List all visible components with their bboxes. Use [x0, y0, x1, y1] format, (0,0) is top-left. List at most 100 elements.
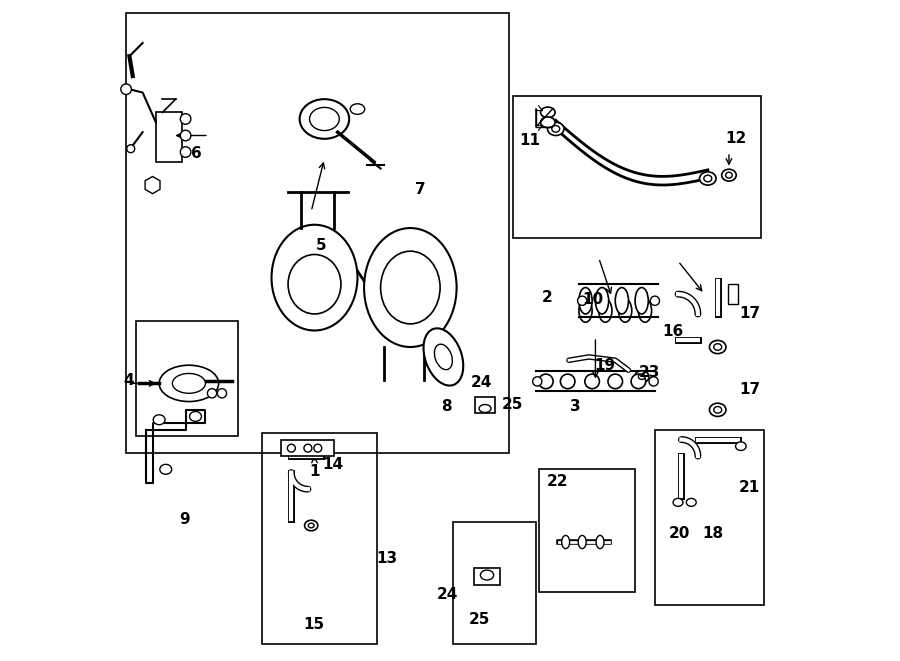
Ellipse shape: [725, 173, 733, 178]
Ellipse shape: [699, 172, 716, 185]
Text: 13: 13: [376, 551, 397, 566]
Ellipse shape: [272, 225, 357, 330]
Circle shape: [121, 84, 131, 95]
Ellipse shape: [631, 374, 645, 389]
Text: 17: 17: [739, 383, 760, 397]
Text: 11: 11: [519, 134, 540, 148]
Ellipse shape: [350, 104, 365, 114]
Circle shape: [287, 444, 295, 452]
Bar: [136, 321, 239, 436]
Text: 9: 9: [179, 512, 190, 527]
Ellipse shape: [714, 344, 722, 350]
Ellipse shape: [722, 169, 736, 181]
Text: 12: 12: [724, 132, 746, 146]
Text: 7: 7: [415, 182, 426, 197]
Ellipse shape: [160, 464, 172, 475]
Ellipse shape: [618, 299, 632, 322]
Bar: [126, 13, 509, 453]
Ellipse shape: [153, 415, 165, 425]
Text: 19: 19: [595, 358, 616, 373]
Ellipse shape: [288, 254, 341, 314]
Circle shape: [649, 377, 658, 386]
Circle shape: [180, 147, 191, 157]
Text: 24: 24: [437, 588, 459, 602]
Ellipse shape: [638, 299, 652, 322]
Circle shape: [651, 296, 660, 305]
Ellipse shape: [479, 405, 491, 412]
Circle shape: [304, 444, 312, 452]
Text: 24: 24: [471, 375, 491, 389]
Ellipse shape: [173, 373, 205, 393]
Text: 20: 20: [669, 526, 690, 541]
Ellipse shape: [709, 403, 726, 416]
Ellipse shape: [673, 498, 683, 506]
Bar: [513, 96, 760, 238]
Ellipse shape: [596, 288, 608, 314]
Text: 25: 25: [469, 612, 490, 627]
Bar: [473, 568, 500, 585]
Ellipse shape: [310, 107, 339, 131]
Ellipse shape: [616, 288, 628, 314]
Ellipse shape: [381, 251, 440, 324]
Text: 18: 18: [703, 526, 724, 541]
Ellipse shape: [424, 329, 464, 385]
Ellipse shape: [552, 126, 560, 132]
Text: 3: 3: [571, 399, 580, 414]
Bar: [655, 430, 764, 605]
Ellipse shape: [579, 299, 592, 322]
Ellipse shape: [541, 117, 555, 128]
Text: 4: 4: [123, 373, 134, 387]
Ellipse shape: [435, 344, 453, 369]
Ellipse shape: [735, 442, 746, 451]
Ellipse shape: [159, 365, 219, 401]
Ellipse shape: [687, 498, 697, 506]
Circle shape: [314, 444, 322, 452]
Circle shape: [533, 377, 542, 386]
Ellipse shape: [709, 340, 726, 354]
Circle shape: [207, 389, 217, 398]
Ellipse shape: [578, 535, 586, 549]
Ellipse shape: [596, 535, 604, 549]
Ellipse shape: [714, 407, 722, 413]
Ellipse shape: [598, 299, 612, 322]
Text: 23: 23: [639, 365, 661, 380]
Ellipse shape: [638, 374, 645, 379]
Ellipse shape: [635, 288, 648, 314]
Ellipse shape: [300, 99, 349, 139]
Ellipse shape: [704, 175, 712, 182]
Circle shape: [127, 145, 135, 153]
Bar: [539, 469, 635, 592]
Text: 8: 8: [441, 399, 452, 414]
Text: 1: 1: [310, 464, 320, 479]
Bar: [727, 284, 737, 304]
Text: 5: 5: [316, 238, 327, 253]
Bar: [282, 440, 334, 456]
Bar: [454, 522, 536, 644]
Text: 2: 2: [542, 290, 553, 305]
Circle shape: [217, 389, 227, 398]
Ellipse shape: [304, 520, 318, 531]
Circle shape: [180, 114, 191, 124]
Ellipse shape: [585, 374, 599, 389]
Bar: [475, 397, 495, 413]
Ellipse shape: [308, 524, 314, 527]
Ellipse shape: [634, 371, 649, 383]
Circle shape: [180, 130, 191, 141]
Ellipse shape: [579, 288, 592, 314]
Text: 17: 17: [739, 307, 760, 321]
Text: 10: 10: [582, 292, 603, 307]
Ellipse shape: [364, 228, 456, 347]
Text: 21: 21: [739, 481, 760, 495]
Ellipse shape: [481, 570, 493, 580]
Text: 6: 6: [191, 146, 202, 161]
Ellipse shape: [547, 122, 564, 136]
Bar: [262, 433, 377, 644]
Text: 22: 22: [547, 474, 569, 489]
Ellipse shape: [541, 107, 555, 118]
Text: 16: 16: [662, 324, 684, 339]
Circle shape: [578, 296, 587, 305]
Ellipse shape: [562, 535, 570, 549]
Ellipse shape: [608, 374, 623, 389]
Ellipse shape: [538, 374, 554, 389]
Bar: [156, 112, 183, 162]
